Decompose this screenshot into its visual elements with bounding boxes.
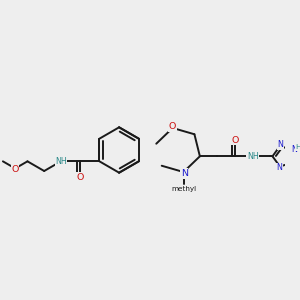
Text: N: N [277, 140, 283, 149]
Text: O: O [169, 122, 176, 131]
Text: O: O [11, 165, 19, 174]
Text: methyl: methyl [171, 186, 196, 192]
Text: NH: NH [247, 152, 259, 161]
Text: O: O [231, 136, 239, 145]
Text: N: N [181, 169, 188, 178]
Text: NH: NH [55, 157, 67, 166]
Text: N: N [277, 164, 283, 172]
Text: N: N [291, 145, 297, 154]
Text: H: H [296, 144, 300, 150]
Text: O: O [76, 173, 84, 182]
